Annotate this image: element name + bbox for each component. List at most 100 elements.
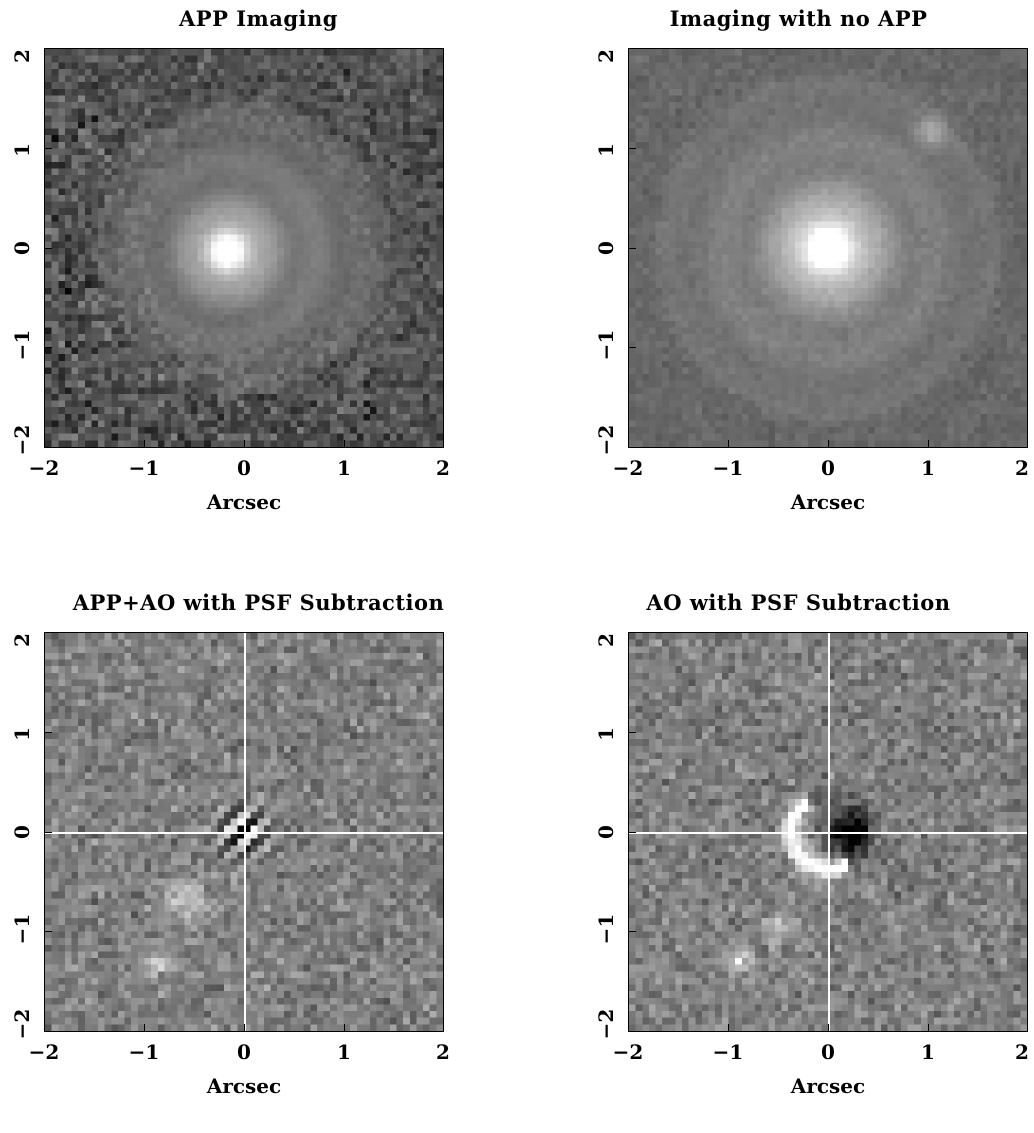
y-tick-mark bbox=[628, 447, 636, 448]
y-tick-label: −2 bbox=[10, 424, 34, 456]
panel-ao-psf-subtraction: AO with PSF Subtraction −2 −1 0 1 2 −2 −… bbox=[584, 584, 1034, 1133]
y-tick-label: −1 bbox=[594, 329, 618, 361]
x-tick-mark bbox=[144, 1024, 145, 1032]
y-tick-label: 2 bbox=[10, 49, 34, 63]
y-tick-label: 1 bbox=[594, 727, 618, 741]
x-tick-mark bbox=[44, 440, 45, 448]
x-tick-mark bbox=[344, 1024, 345, 1032]
x-tick-mark bbox=[44, 1024, 45, 1032]
y-tick-mark bbox=[628, 931, 636, 932]
image-app-ao-psf-subtraction bbox=[44, 632, 444, 1032]
y-tick-mark bbox=[44, 632, 52, 633]
x-tick-mark bbox=[1027, 440, 1028, 448]
y-tick-label: 0 bbox=[594, 825, 618, 839]
x-tick-mark bbox=[1027, 1024, 1028, 1032]
y-tick-label: 0 bbox=[10, 825, 34, 839]
panel-title: AO with PSF Subtraction bbox=[646, 590, 951, 615]
y-tick-mark bbox=[628, 632, 636, 633]
y-tick-label: 0 bbox=[594, 241, 618, 255]
y-tick-label: 1 bbox=[10, 727, 34, 741]
y-tick-label: −2 bbox=[594, 1008, 618, 1040]
x-tick-label: 1 bbox=[337, 456, 351, 480]
x-tick-mark bbox=[928, 1024, 929, 1032]
x-tick-label: −2 bbox=[28, 1040, 60, 1064]
y-tick-mark bbox=[628, 832, 636, 833]
x-tick-label: 0 bbox=[237, 1040, 251, 1064]
x-tick-label: −1 bbox=[712, 456, 744, 480]
x-axis-label: Arcsec bbox=[206, 490, 282, 514]
image-canvas bbox=[629, 49, 1027, 447]
panel-title: Imaging with no APP bbox=[669, 6, 928, 31]
panel-no-app-imaging: Imaging with no APP −2 −1 0 1 2 −2 −1 0 … bbox=[584, 0, 1034, 549]
panel-title: APP Imaging bbox=[179, 6, 338, 31]
panel-title: APP+AO with PSF Subtraction bbox=[72, 590, 445, 615]
x-tick-mark bbox=[728, 1024, 729, 1032]
y-tick-mark bbox=[44, 832, 52, 833]
y-tick-mark bbox=[628, 48, 636, 49]
y-tick-label: 1 bbox=[594, 143, 618, 157]
x-tick-mark bbox=[928, 440, 929, 448]
y-tick-mark bbox=[628, 148, 636, 149]
y-tick-label: 2 bbox=[594, 633, 618, 647]
y-tick-label: 0 bbox=[10, 241, 34, 255]
x-tick-label: 2 bbox=[436, 456, 450, 480]
image-app-imaging bbox=[44, 48, 444, 448]
y-tick-mark bbox=[44, 148, 52, 149]
y-tick-mark bbox=[44, 1031, 52, 1032]
y-tick-label: −1 bbox=[594, 913, 618, 945]
crosshair-vertical bbox=[244, 633, 246, 1031]
x-tick-label: 1 bbox=[921, 1040, 935, 1064]
panel-app-imaging: APP Imaging −2 −1 0 1 2 −2 −1 0 1 2 Arcs… bbox=[0, 0, 517, 549]
x-axis-label: Arcsec bbox=[206, 1074, 282, 1098]
x-tick-label: 0 bbox=[821, 1040, 835, 1064]
y-tick-mark bbox=[628, 1031, 636, 1032]
y-tick-mark bbox=[44, 248, 52, 249]
image-no-app-imaging bbox=[628, 48, 1028, 448]
y-tick-mark bbox=[628, 347, 636, 348]
y-tick-label: −2 bbox=[594, 424, 618, 456]
x-axis-label: Arcsec bbox=[790, 490, 866, 514]
panel-app-ao-psf-subtraction: APP+AO with PSF Subtraction −2 −1 0 1 2 … bbox=[0, 584, 517, 1133]
x-tick-label: −1 bbox=[128, 456, 160, 480]
y-tick-label: 2 bbox=[10, 633, 34, 647]
x-tick-mark bbox=[443, 440, 444, 448]
x-tick-mark bbox=[244, 440, 245, 448]
x-tick-label: 1 bbox=[921, 456, 935, 480]
image-ao-psf-subtraction bbox=[628, 632, 1028, 1032]
y-tick-mark bbox=[44, 732, 52, 733]
x-tick-label: −2 bbox=[612, 1040, 644, 1064]
x-tick-label: 2 bbox=[1015, 1040, 1029, 1064]
y-tick-label: −1 bbox=[10, 329, 34, 361]
x-tick-mark bbox=[828, 440, 829, 448]
y-tick-mark bbox=[44, 447, 52, 448]
x-tick-label: 0 bbox=[821, 456, 835, 480]
crosshair-vertical bbox=[828, 633, 830, 1031]
y-tick-label: 1 bbox=[10, 143, 34, 157]
x-tick-mark bbox=[443, 1024, 444, 1032]
y-tick-label: 2 bbox=[594, 49, 618, 63]
x-tick-label: −2 bbox=[28, 456, 60, 480]
x-tick-label: 0 bbox=[237, 456, 251, 480]
image-canvas bbox=[45, 49, 443, 447]
y-tick-mark bbox=[628, 732, 636, 733]
x-tick-mark bbox=[828, 1024, 829, 1032]
x-tick-label: −1 bbox=[712, 1040, 744, 1064]
x-tick-mark bbox=[628, 440, 629, 448]
x-tick-mark bbox=[344, 440, 345, 448]
x-tick-mark bbox=[244, 1024, 245, 1032]
x-tick-label: 2 bbox=[1015, 456, 1029, 480]
y-tick-label: −1 bbox=[10, 913, 34, 945]
y-tick-mark bbox=[628, 248, 636, 249]
x-tick-label: 1 bbox=[337, 1040, 351, 1064]
y-tick-mark bbox=[44, 931, 52, 932]
y-tick-mark bbox=[44, 48, 52, 49]
y-tick-label: −2 bbox=[10, 1008, 34, 1040]
x-tick-mark bbox=[728, 440, 729, 448]
x-axis-label: Arcsec bbox=[790, 1074, 866, 1098]
x-tick-label: 2 bbox=[436, 1040, 450, 1064]
x-tick-mark bbox=[628, 1024, 629, 1032]
x-tick-label: −1 bbox=[128, 1040, 160, 1064]
y-tick-mark bbox=[44, 347, 52, 348]
x-tick-label: −2 bbox=[612, 456, 644, 480]
x-tick-mark bbox=[144, 440, 145, 448]
